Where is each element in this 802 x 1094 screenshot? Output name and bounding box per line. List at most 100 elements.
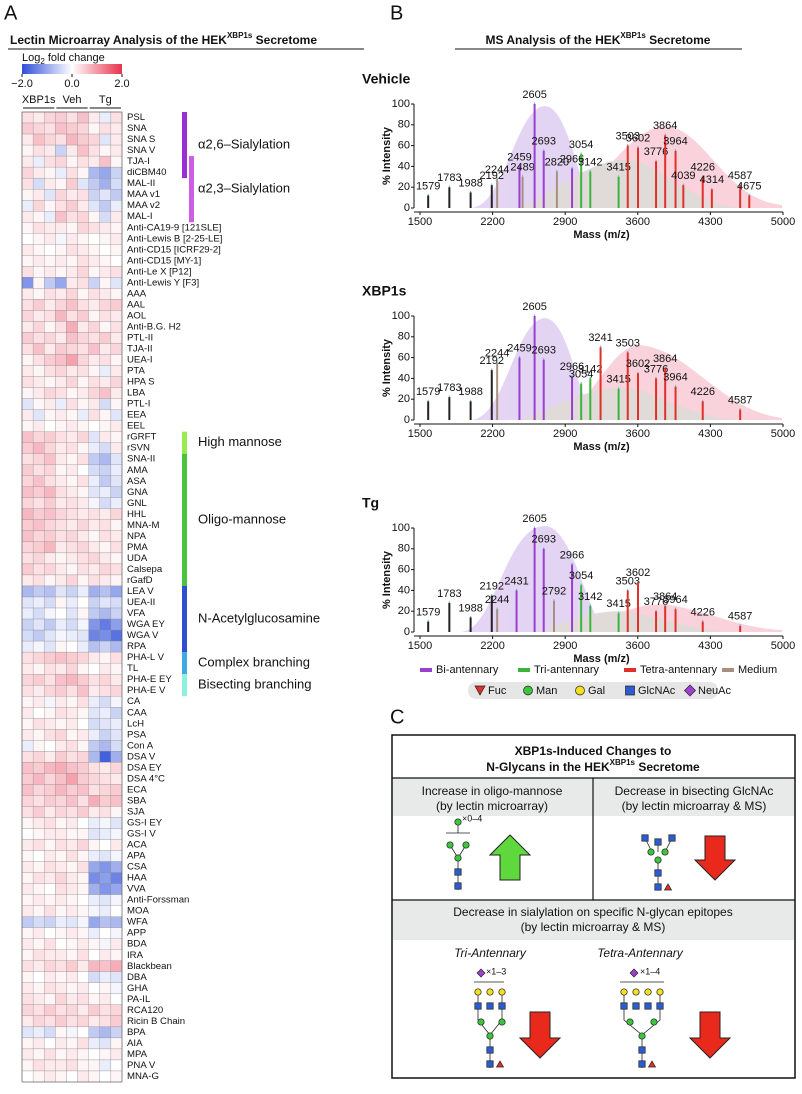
heatmap-cell (110, 332, 123, 344)
heatmap-cell (110, 1026, 123, 1039)
heatmap-cell (88, 133, 100, 146)
heatmap-cell (21, 861, 34, 873)
y-tick-label: 40 (398, 372, 410, 384)
heatmap-cell (88, 674, 100, 686)
heatmap-cell (88, 211, 100, 223)
heatmap-cell (99, 387, 112, 399)
heatmap-cell (77, 982, 89, 994)
heatmap-cell (88, 177, 100, 190)
label-sub: 2 (40, 57, 45, 66)
heatmap-cell (21, 200, 34, 212)
heatmap-cell (21, 1037, 34, 1050)
label-part: fold change (45, 52, 105, 64)
heatmap-cell (32, 497, 45, 509)
heatmap-cell (88, 475, 100, 487)
heatmap-cell (110, 707, 123, 719)
peak-label: 3415 (606, 162, 630, 174)
heatmap-cell (55, 1048, 67, 1061)
heatmap-cell (44, 971, 56, 983)
group-label: High mannose (198, 434, 282, 449)
heatmap-cell (21, 508, 34, 520)
heatmap-cell (88, 166, 100, 179)
heatmap-cell (99, 244, 112, 256)
heatmap-cell (32, 310, 45, 322)
heatmap-cell (44, 189, 56, 201)
heatmap-cell (77, 574, 89, 587)
heatmap-cell (88, 927, 100, 939)
heatmap-cell (88, 938, 100, 950)
heatmap-cell (44, 960, 56, 972)
heatmap-cell (21, 784, 34, 796)
legend-symbol (474, 685, 486, 696)
heatmap-cell (55, 365, 67, 377)
heatmap-cell (55, 817, 67, 829)
heatmap-cell (66, 916, 78, 928)
glycan-icon (474, 968, 506, 1068)
peak-label: 1783 (437, 172, 461, 184)
heatmap-cell (99, 541, 112, 554)
heatmap-cell (77, 596, 89, 609)
row-label: GHA (127, 983, 148, 994)
heatmap-cell (44, 486, 56, 498)
row-label: HHL (127, 509, 147, 520)
heatmap-cell (66, 607, 78, 620)
heatmap-cell (99, 442, 112, 454)
heatmap-cell (110, 177, 123, 190)
heatmap-cell (44, 177, 56, 190)
heatmap-cell (99, 861, 112, 873)
heatmap-cell (44, 332, 56, 344)
heatmap-cell (77, 475, 89, 487)
heatmap-cell (77, 211, 89, 223)
heatmap-cell (99, 497, 112, 509)
x-tick-label: 5000 (771, 428, 795, 440)
heatmap-cell (55, 343, 67, 355)
heatmap-cell (99, 111, 112, 124)
heatmap-cell (77, 409, 89, 421)
heatmap-cell (55, 795, 67, 807)
heatmap-cell (32, 1004, 45, 1017)
heatmap-cell (77, 376, 89, 388)
epitope-label: Tetra-Antennary (597, 946, 684, 960)
heatmap-cell (66, 453, 78, 465)
heatmap-cell (66, 1070, 78, 1083)
peak-label: 4587 (728, 611, 752, 623)
heatmap-cell (44, 1070, 56, 1083)
heatmap-cell (66, 905, 78, 917)
heatmap-cell (21, 431, 34, 443)
heatmap-cell (55, 883, 67, 895)
heatmap-cell (99, 696, 112, 708)
heatmap-cell (88, 629, 100, 642)
heatmap-cell (77, 365, 89, 377)
heatmap-cell (32, 751, 45, 763)
group-label: α2,6–Sialylation (198, 137, 290, 152)
heatmap-cell (44, 530, 56, 543)
heatmap-cell (88, 883, 100, 895)
heatmap-cell (21, 762, 34, 774)
heatmap-cell (99, 431, 112, 443)
heatmap-cell (110, 696, 123, 708)
heatmap-cell (99, 464, 112, 476)
heatmap-cell (44, 398, 56, 410)
heatmap-cell (44, 310, 56, 322)
title-part: MS Analysis of the HEK (486, 33, 621, 47)
heatmap-cell (21, 574, 34, 587)
heatmap-cell (55, 696, 67, 708)
heatmap-cell (32, 244, 45, 256)
heatmap-cell (21, 563, 34, 576)
heatmap-cell (77, 718, 89, 730)
heatmap-cell (44, 905, 56, 917)
row-label: SNA S (127, 134, 155, 145)
heatmap-cell (21, 607, 34, 620)
heatmap-cell (88, 949, 100, 961)
heatmap-cell (99, 343, 112, 355)
row-label: APA (127, 851, 146, 862)
heatmap-cell (66, 244, 78, 256)
cell-heading: Increase in oligo-mannose (422, 784, 563, 798)
y-tick-label: 0 (404, 626, 410, 638)
heatmap-cell (88, 795, 100, 807)
heatmap-cell (32, 144, 45, 157)
heatmap-cell (32, 475, 45, 487)
glycan-icon (641, 834, 676, 891)
heatmap-cell (55, 332, 67, 344)
heatmap-cell (77, 255, 89, 267)
